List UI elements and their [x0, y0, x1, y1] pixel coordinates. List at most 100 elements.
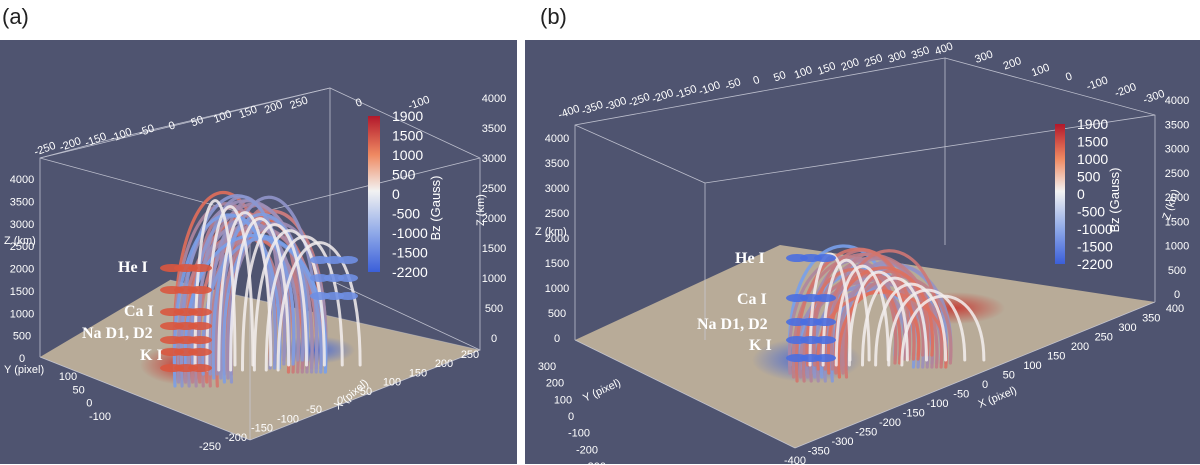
z-right-tick: 3500 [482, 123, 506, 135]
x-top-tick: 200 [840, 56, 861, 74]
z-axis-label: Z (km) [4, 235, 36, 247]
x-tick: -50 [306, 404, 322, 416]
z-left-tick: 2500 [10, 241, 34, 253]
x-top-tick: 0 [752, 74, 762, 87]
formation-disc [814, 254, 836, 262]
field-line [252, 229, 326, 372]
y-axis-label: Y (pixel) [581, 377, 622, 405]
x-top-tick: -250 [627, 91, 652, 110]
formation-disc [310, 274, 330, 282]
x-tick: 50 [360, 386, 372, 398]
photosphere-floor [575, 245, 1155, 448]
colorbar-tick: 1000 [1077, 151, 1108, 167]
colorbar-tick: 500 [392, 167, 416, 183]
x-tick: 100 [383, 377, 401, 389]
x-top-tick: 350 [910, 44, 931, 62]
field-line [241, 223, 308, 372]
colorbar-tick: -500 [1077, 204, 1105, 220]
label-ca-i: Ca I [124, 303, 154, 320]
x-tick: 50 [1003, 370, 1015, 382]
colorbar-tick: -1500 [1077, 239, 1113, 255]
y-tick: -300 [584, 461, 606, 464]
formation-disc [188, 364, 212, 372]
x-tick: -250 [199, 441, 221, 453]
formation-disc [188, 322, 212, 330]
line-formation-discs [160, 256, 358, 372]
z-right-tick: 3500 [1165, 119, 1189, 131]
z-left-tick: 1500 [10, 286, 34, 298]
label-k-i: K I [749, 337, 772, 354]
z-left-tick: 0 [19, 353, 25, 365]
x-top-tick: 250 [863, 52, 884, 70]
formation-disc [814, 354, 836, 362]
x-top-tick: 200 [263, 99, 284, 117]
colorbar-tick: 500 [1077, 169, 1101, 185]
x-tick: -50 [953, 389, 969, 401]
y-top-tick: 100 [1030, 62, 1051, 80]
y-tick: 0 [86, 398, 92, 410]
bounding-box [574, 57, 1156, 449]
formation-disc [188, 348, 212, 356]
y-tick: 50 [73, 384, 85, 396]
x-tick: 400 [1166, 303, 1184, 315]
field-line [217, 211, 273, 372]
x-tick: 0 [982, 379, 988, 391]
x-top-tick: -200 [58, 135, 83, 154]
y-tick: 300 [538, 361, 556, 373]
x-tick: 350 [1142, 313, 1160, 325]
panel-b-label: (b) [540, 4, 567, 29]
y-tick: 0 [568, 411, 574, 423]
photosphere-floor [40, 280, 480, 440]
z-left-tick: 1000 [10, 308, 34, 320]
y-top-tick: -100 [1085, 74, 1110, 93]
z-left-tick: 3000 [10, 219, 34, 231]
x-top-tick: -100 [109, 126, 134, 145]
x-top-tick: -150 [674, 83, 699, 102]
colorbar-tick: -1500 [392, 245, 428, 261]
colorbar-tick: 1900 [1077, 116, 1108, 132]
z-axis-label: Z (km) [535, 226, 567, 238]
formation-disc [188, 308, 212, 316]
formation-disc [814, 294, 836, 302]
label-he-i: He I [118, 259, 148, 276]
field-line [276, 241, 362, 372]
z-right-tick: 0 [491, 333, 497, 345]
z-right-tick: 500 [485, 303, 503, 315]
y-top-tick: 0 [1064, 70, 1074, 83]
x-tick: -200 [879, 417, 901, 429]
field-line [205, 205, 255, 372]
z-left-tick: 500 [548, 308, 566, 320]
x-top-tick: 400 [933, 40, 954, 58]
x-top-tick: -300 [603, 95, 628, 114]
formation-disc [188, 336, 212, 344]
x-tick: -400 [784, 455, 806, 464]
colorbar-tick: -1000 [392, 225, 428, 241]
x-top-tick: -50 [724, 76, 743, 93]
z-left-tick: 3000 [545, 183, 569, 195]
x-top-tick: 250 [288, 94, 309, 112]
colorbar [1055, 124, 1065, 264]
colorbar-tick: -500 [392, 206, 420, 222]
formation-disc [338, 292, 358, 300]
x-top-tick: -350 [580, 99, 605, 118]
line-formation-discs [786, 254, 836, 362]
colorbar [368, 116, 380, 272]
z-right-tick: 2500 [1165, 168, 1189, 180]
colorbar-tick: 1500 [392, 128, 423, 144]
x-top-tick: -50 [137, 122, 156, 139]
panel-a-render: He I Ca I Na D1, D2 K I 1900 1500 1000 500 0… [0, 40, 517, 464]
x-top-tick: -200 [650, 87, 675, 106]
colorbar-tick: 1000 [392, 147, 423, 163]
z-axis-label-right: Z (km) [475, 194, 487, 226]
x-top-tick: -100 [697, 79, 722, 98]
colorbar-title: Bz (Gauss) [428, 175, 443, 240]
panel-b-render: He I Ca I Na D1, D2 K I 1900 1500 1000 500 0… [525, 40, 1200, 464]
z-left-tick: 1000 [545, 283, 569, 295]
field-line [176, 199, 314, 384]
z-right-tick: 1000 [482, 273, 506, 285]
x-top-tick: 50 [190, 114, 206, 129]
z-right-tick: 2500 [482, 183, 506, 195]
z-left-tick: 2500 [545, 208, 569, 220]
label-ca-i: Ca I [737, 291, 767, 308]
z-right-tick: 3000 [482, 153, 506, 165]
